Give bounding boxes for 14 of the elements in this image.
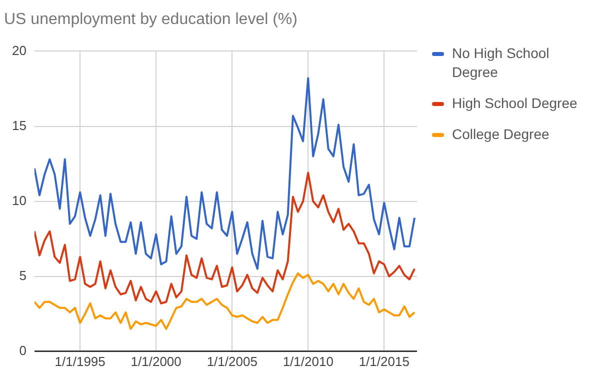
x-tick-label: 1/1/2015 [358, 354, 410, 369]
y-tick-label: 15 [12, 118, 26, 133]
x-tick-label: 1/1/2000 [130, 354, 182, 369]
x-tick-label: 1/1/2005 [206, 354, 258, 369]
y-tick-label: 10 [12, 192, 26, 208]
y-tick-label: 5 [19, 268, 26, 283]
y-tick-label: 0 [19, 342, 26, 358]
legend-label: No High School Degree [452, 44, 550, 82]
x-tick-label: 1/1/2010 [282, 354, 334, 369]
x-tick-label: 1/1/1995 [54, 354, 106, 369]
chart-title: US unemployment by education level (%) [4, 11, 298, 28]
legend-label: High School Degree [452, 94, 578, 113]
y-tick-label: 20 [12, 42, 26, 58]
legend-label: College Degree [452, 125, 550, 144]
